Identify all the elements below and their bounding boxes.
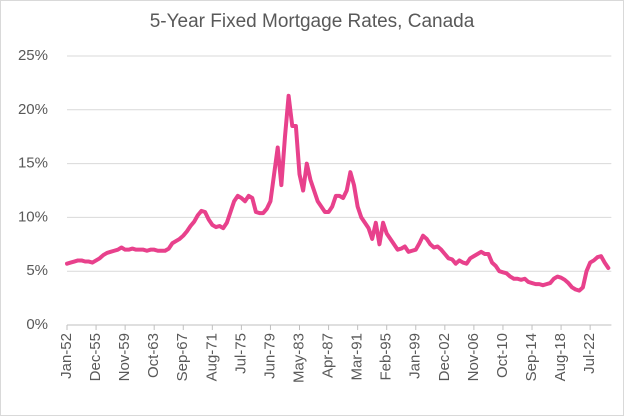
y-tick-label: 10% xyxy=(18,208,48,225)
x-tick-label: Jan-52 xyxy=(58,333,75,379)
x-tick-label: Jan-99 xyxy=(407,333,424,379)
x-tick-label: Jul-22 xyxy=(581,333,598,374)
x-tick-label: Sep-67 xyxy=(174,333,191,381)
x-tick-label: Sep-14 xyxy=(523,333,540,381)
x-tick-label: Aug-71 xyxy=(203,333,220,381)
line xyxy=(65,93,611,293)
y-tick-label: 20% xyxy=(18,101,48,118)
y-tick-label: 5% xyxy=(26,262,48,279)
x-tick-label: May-83 xyxy=(290,333,307,383)
x-tick-label: Dec-02 xyxy=(436,333,453,381)
x-tick-label: Jul-75 xyxy=(232,333,249,374)
x-tick-label: Dec-55 xyxy=(87,333,104,381)
y-tick-label: 25% xyxy=(18,47,48,64)
x-tick-label: Jun-79 xyxy=(261,333,278,379)
x-tick-label: Feb-95 xyxy=(378,333,395,381)
y-tick-label: 15% xyxy=(18,155,48,172)
x-tick-label: Aug-18 xyxy=(552,333,569,381)
x-tick-label: Nov-06 xyxy=(465,333,482,381)
x-tick-label: Nov-59 xyxy=(116,333,133,381)
x-tick-label: Apr-87 xyxy=(320,333,337,378)
chart-title: 5-Year Fixed Mortgage Rates, Canada xyxy=(150,11,475,32)
x-tick-label: Mar-91 xyxy=(349,333,366,381)
y-tick-label: 0% xyxy=(26,316,48,333)
x-tick-label: Oct-63 xyxy=(145,333,162,378)
x-tick-label: Oct-10 xyxy=(494,333,511,378)
